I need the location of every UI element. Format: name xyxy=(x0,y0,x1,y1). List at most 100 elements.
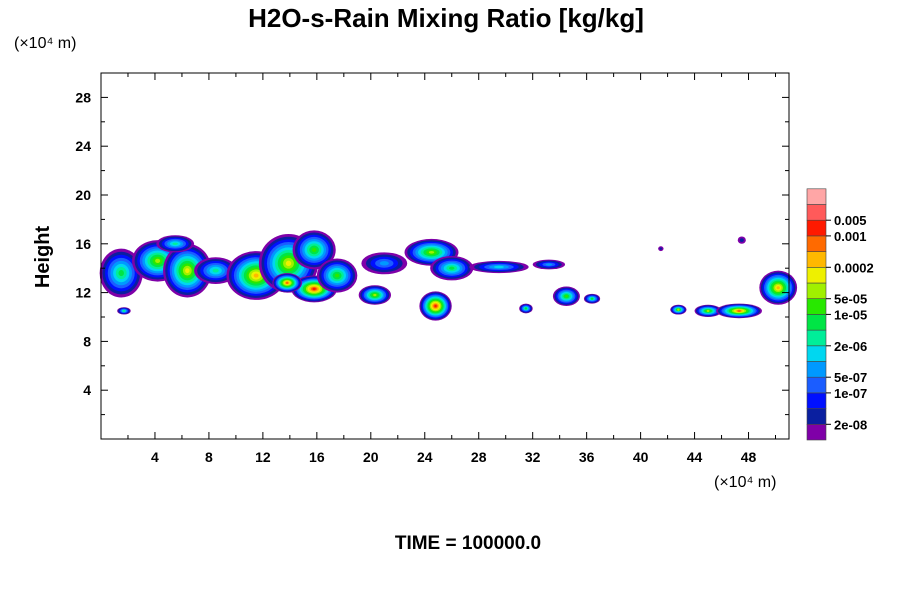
chart-title: H2O-s-Rain Mixing Ratio [kg/kg] xyxy=(248,3,644,33)
colorbar-swatch xyxy=(806,423,827,441)
field-cell-10 xyxy=(316,258,358,293)
time-label: TIME = 100000.0 xyxy=(395,533,541,554)
field-contour xyxy=(677,308,680,311)
x-tick-label: 40 xyxy=(633,449,649,465)
x-tick-label: 44 xyxy=(687,449,703,465)
colorbar-swatch xyxy=(806,408,827,425)
colorbar-label: 1e-05 xyxy=(834,307,867,322)
y-unit-label: (×10⁴ m) xyxy=(14,35,76,52)
colorbar-swatch xyxy=(806,235,827,252)
colorbar-swatch xyxy=(806,345,827,362)
field-cell-2 xyxy=(163,243,212,298)
colorbar-swatch xyxy=(806,282,827,299)
y-tick-label: 20 xyxy=(75,187,91,203)
field-contour xyxy=(449,266,455,270)
y-axis-label: Height xyxy=(32,226,54,289)
x-tick-label: 28 xyxy=(471,449,487,465)
colorbar-label: 0.001 xyxy=(834,229,867,244)
x-unit-label: (×10⁴ m) xyxy=(714,474,776,491)
x-tick-label: 20 xyxy=(363,449,379,465)
y-tick-label: 12 xyxy=(75,285,91,301)
field-cell-20 xyxy=(519,303,533,314)
x-tick-label: 12 xyxy=(255,449,271,465)
field-contour xyxy=(739,238,744,242)
field-cell-13 xyxy=(430,256,474,281)
colorbar-swatch xyxy=(806,392,827,409)
field-contour xyxy=(776,286,780,290)
y-tick-label: 28 xyxy=(75,89,91,105)
field-cell-19 xyxy=(583,293,601,304)
field-contour xyxy=(334,273,340,278)
field-cell-14 xyxy=(469,260,529,274)
field-contour xyxy=(428,250,435,254)
x-tick-label: 16 xyxy=(309,449,325,465)
y-tick-label: 8 xyxy=(83,333,91,349)
field-cell-9 xyxy=(272,273,303,293)
field-contour xyxy=(494,265,504,269)
field-contour xyxy=(285,260,292,266)
field-cell-21 xyxy=(117,307,131,315)
colorbar-swatch xyxy=(806,361,827,378)
y-tick-label: 4 xyxy=(83,382,91,398)
field-cell-25 xyxy=(759,270,798,305)
x-tick-label: 24 xyxy=(417,449,433,465)
colorbar-label: 0.0002 xyxy=(834,260,874,275)
colorbar-swatch xyxy=(806,266,827,284)
plot-frame xyxy=(100,72,790,440)
x-tick-label: 32 xyxy=(525,449,541,465)
field-contour xyxy=(172,242,178,246)
field-contour xyxy=(524,307,528,310)
field-contour xyxy=(737,309,741,313)
field-contour xyxy=(373,293,377,297)
x-tick-label: 48 xyxy=(741,449,757,465)
field-contour xyxy=(706,309,710,313)
field-contour xyxy=(312,287,316,291)
field-cell-15 xyxy=(532,259,566,270)
colorbar-swatch xyxy=(806,188,827,205)
field-cell-11 xyxy=(361,252,408,275)
field-cell-26 xyxy=(737,236,746,244)
colorbar-swatch xyxy=(806,376,827,394)
field-cell-4 xyxy=(194,257,238,285)
field-cell-16 xyxy=(358,285,392,305)
field-contour xyxy=(212,268,219,273)
field-contour xyxy=(564,295,568,298)
x-tick-label: 4 xyxy=(151,449,159,465)
field-contour xyxy=(545,263,553,266)
field-cell-23 xyxy=(694,304,722,317)
colorbar-swatch xyxy=(806,329,827,347)
colorbar-swatch xyxy=(806,251,827,268)
colorbar-label: 2e-06 xyxy=(834,339,867,354)
x-axis: 4 8 12 16 20 24 28 32 36 40 44 48 xyxy=(127,73,777,465)
field-contour xyxy=(285,281,289,285)
colorbar-label: 0.005 xyxy=(834,213,867,228)
x-tick-label: 8 xyxy=(205,449,213,465)
field-contour xyxy=(590,297,594,300)
field-contour xyxy=(253,273,259,278)
field-contour xyxy=(122,309,126,313)
field-contour xyxy=(155,258,161,263)
x-tick-label: 36 xyxy=(579,449,595,465)
colorbar-label: 1e-07 xyxy=(834,386,867,401)
field-cell-27 xyxy=(658,246,664,252)
field-cell-0 xyxy=(99,248,143,298)
field-cell-3 xyxy=(156,235,195,253)
colorbar-swatch xyxy=(806,219,827,237)
colorbar-swatch xyxy=(806,298,827,315)
colorbar-label: 5e-07 xyxy=(834,370,867,385)
colorbar-label: 5e-05 xyxy=(834,292,867,307)
field-contour xyxy=(434,304,437,308)
colorbar-swatch xyxy=(806,314,827,331)
field-cell-22 xyxy=(670,304,687,315)
field-contour xyxy=(118,270,124,277)
colorbar-label: 2e-08 xyxy=(834,417,867,432)
y-tick-label: 24 xyxy=(75,138,91,154)
mixing-ratio-field xyxy=(99,230,798,321)
field-cell-7 xyxy=(292,230,336,270)
field-contour xyxy=(185,268,190,274)
y-axis: 4 8 12 16 20 24 28 xyxy=(75,89,789,416)
field-cell-6 xyxy=(258,234,319,293)
